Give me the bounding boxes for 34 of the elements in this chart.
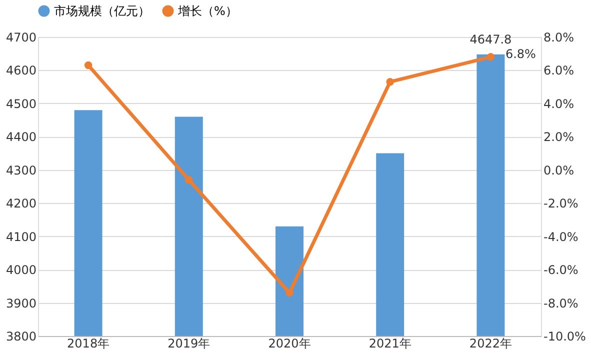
y-tick-label: 4200 <box>6 196 36 211</box>
y2-tick-label: -6.0% <box>544 263 578 278</box>
y2-tick-label: 8.0% <box>544 30 574 44</box>
y-tick-label: 3800 <box>6 330 36 344</box>
point <box>286 288 294 297</box>
y2-tick-label: -10.0% <box>544 330 586 344</box>
y-tick-label: 3900 <box>6 296 36 310</box>
y2-tick-label: -8.0% <box>544 296 578 310</box>
y-tick-label: 4300 <box>6 163 36 178</box>
y-tick-label: 4700 <box>6 30 36 44</box>
x-tick-label: 2022年 <box>469 336 512 350</box>
x-tick-label: 2020年 <box>268 336 311 350</box>
y-tick-label: 4400 <box>6 130 36 144</box>
y2-tick-label: 6.0% <box>544 64 574 78</box>
legend-label: 市场规模（亿元） <box>54 4 150 18</box>
x-tick-label: 2019年 <box>168 336 210 350</box>
legend-label: 增长（%） <box>177 4 238 18</box>
y2-tick-label: 4.0% <box>544 96 574 111</box>
y-tick-label: 4100 <box>6 230 36 244</box>
y2-tick-label: -4.0% <box>544 230 578 244</box>
point <box>486 53 495 61</box>
point <box>386 78 394 86</box>
y-tick-label: 4500 <box>6 96 36 111</box>
data-label: 4647.8 <box>470 32 512 46</box>
point <box>84 61 92 70</box>
y-tick-label: 4600 <box>6 64 36 78</box>
y2-tick-label: 0.0% <box>544 163 574 178</box>
x-tick-label: 2018年 <box>67 336 110 350</box>
point <box>185 176 193 184</box>
y-tick-label: 4000 <box>6 263 36 278</box>
x-tick-label: 2021年 <box>368 336 412 350</box>
y2-tick-label: 2.0% <box>544 130 574 144</box>
y2-tick-label: -2.0% <box>544 196 578 211</box>
data-label: 6.8% <box>505 46 536 61</box>
